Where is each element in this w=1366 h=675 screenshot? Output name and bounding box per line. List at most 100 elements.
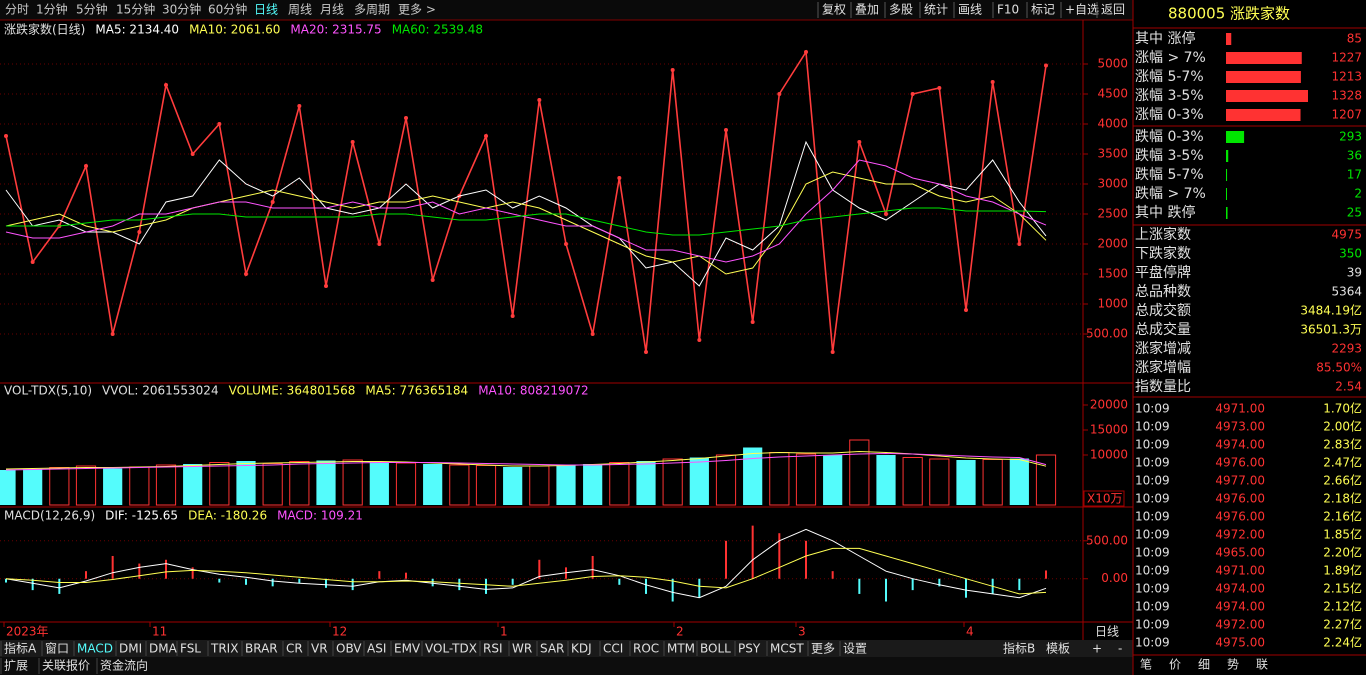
point-marker	[644, 350, 648, 354]
panel-tab[interactable]: 联	[1256, 658, 1268, 672]
point-marker	[430, 278, 435, 282]
indicator-tab[interactable]: PSY	[738, 642, 761, 656]
point-marker	[1044, 63, 1048, 68]
summary-value: 39	[1347, 266, 1362, 280]
panel-tab[interactable]: 价	[1169, 658, 1181, 672]
summary-label: 平盘停牌	[1135, 264, 1191, 281]
indicator-tab[interactable]: MCST	[770, 642, 804, 656]
indicator-tab[interactable]: 指标A	[4, 641, 37, 656]
bar	[183, 464, 203, 505]
indicator-tab[interactable]: 指标B	[1003, 641, 1035, 656]
indicator-tab[interactable]: EMV	[394, 642, 421, 656]
indicator-tab[interactable]: ROC	[633, 642, 659, 656]
period-tab[interactable]: 周线	[288, 3, 312, 17]
bar	[378, 571, 381, 579]
bar	[475, 465, 497, 506]
indicator-tab[interactable]: 模板	[1046, 642, 1070, 656]
action-button[interactable]: 标记	[1031, 3, 1055, 17]
period-tab[interactable]: 更多 >	[398, 3, 436, 17]
summary-label: 涨家增幅	[1135, 359, 1191, 376]
indicator-tab[interactable]: 窗口	[45, 642, 69, 656]
panel-tab[interactable]: 细	[1198, 658, 1210, 672]
y-tick-label: 0.00	[1101, 571, 1128, 585]
indicator-tab[interactable]: +	[1092, 642, 1102, 656]
y-tick-label: 3500	[1097, 147, 1128, 161]
panel-tab[interactable]: 笔	[1140, 657, 1152, 672]
indicator-tab[interactable]: CCI	[603, 642, 623, 656]
indicator-tab[interactable]: KDJ	[571, 642, 592, 656]
action-button[interactable]: 复权	[822, 3, 846, 17]
action-button[interactable]: +自选	[1065, 3, 1099, 17]
period-tab[interactable]: 月线	[320, 3, 344, 17]
indicator-tab[interactable]: VR	[311, 642, 328, 656]
action-button[interactable]: 多股	[889, 3, 913, 17]
bottom-tab[interactable]: 关联报价	[42, 658, 90, 673]
indicator-tab[interactable]: 设置	[843, 642, 867, 656]
period-tab[interactable]: 5分钟	[76, 2, 108, 17]
action-button[interactable]: 返回	[1101, 3, 1125, 17]
tick-time: 10:09	[1135, 600, 1170, 614]
indicator-tab[interactable]: BRAR	[245, 642, 278, 656]
indicator-tab[interactable]: ASI	[367, 642, 386, 656]
legend-entry: DIF: -125.65	[105, 509, 178, 523]
breadth-value: 25	[1347, 206, 1362, 220]
indicator-tab[interactable]: TRIX	[210, 642, 238, 656]
indicator-tab[interactable]: -	[1118, 642, 1122, 656]
tick-price: 4974.00	[1215, 600, 1265, 614]
action-button[interactable]: 统计	[924, 3, 948, 17]
tick-volume: 2.16亿	[1323, 509, 1362, 524]
tick-volume: 2.83亿	[1323, 437, 1362, 452]
action-button[interactable]: 叠加	[855, 3, 879, 17]
tick-volume: 1.85亿	[1323, 527, 1362, 542]
bar	[58, 578, 61, 594]
tick-volume: 2.20亿	[1323, 545, 1362, 560]
panel-tab[interactable]: 势	[1227, 658, 1239, 672]
indicator-tab[interactable]: DMA	[149, 642, 178, 656]
period-tab[interactable]: 60分钟	[208, 2, 247, 17]
period-tab[interactable]: 1分钟	[36, 2, 68, 17]
bottom-tab[interactable]: 资金流向	[100, 658, 148, 673]
y-tick-label: 20000	[1090, 398, 1128, 412]
bar	[556, 465, 576, 505]
indicator-tab[interactable]: VOL-TDX	[425, 642, 477, 656]
indicator-tab[interactable]: MACD	[77, 642, 113, 656]
period-tab[interactable]: 分时	[5, 3, 29, 17]
period-tab[interactable]: 15分钟	[116, 2, 155, 17]
indicator-tab[interactable]: DMI	[119, 642, 142, 656]
tick-price: 4972.00	[1215, 618, 1265, 632]
breadth-bar	[1226, 52, 1302, 64]
period-label: 日线	[1095, 625, 1119, 639]
bar	[449, 464, 470, 506]
indicator-tab[interactable]: 更多	[811, 642, 835, 656]
point-marker	[510, 314, 515, 318]
bar	[795, 453, 817, 506]
point-marker	[4, 134, 8, 138]
point-marker	[110, 332, 115, 336]
action-button[interactable]: 画线	[958, 3, 982, 17]
indicator-tab[interactable]: FSL	[180, 642, 201, 656]
tick-time: 10:09	[1135, 546, 1170, 560]
bar	[511, 578, 514, 585]
period-tab[interactable]: 多周期	[354, 3, 390, 17]
indicator-tab[interactable]: WR	[512, 642, 532, 656]
point-marker	[537, 98, 542, 102]
indicator-tab[interactable]: MTM	[667, 642, 695, 656]
series-line	[5, 547, 1047, 595]
indicator-tab[interactable]: OBV	[336, 642, 362, 656]
series-line	[5, 450, 1047, 470]
bottom-tab[interactable]: 扩展	[4, 659, 28, 673]
period-tab[interactable]: 30分钟	[162, 2, 201, 17]
indicator-tab[interactable]: BOLL	[700, 642, 731, 656]
indicator-tab[interactable]: SAR	[540, 642, 564, 656]
period-tab[interactable]: 日线	[254, 3, 278, 17]
bar	[698, 578, 701, 598]
bar	[431, 578, 434, 587]
action-button[interactable]: F10	[997, 3, 1019, 17]
tick-price: 4974.00	[1215, 438, 1265, 452]
bar	[103, 468, 123, 505]
bar	[743, 447, 763, 505]
breadth-label: 跌幅 > 7%	[1135, 186, 1206, 202]
indicator-tab[interactable]: RSI	[483, 642, 503, 656]
y-tick-label: 4500	[1097, 87, 1128, 101]
indicator-tab[interactable]: CR	[286, 642, 303, 656]
